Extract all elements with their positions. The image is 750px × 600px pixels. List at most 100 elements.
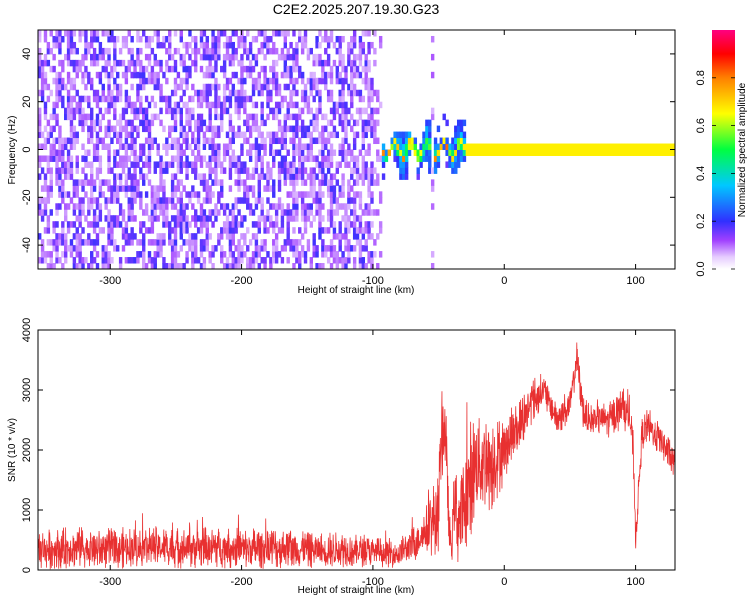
heatmap-cell [43,107,48,115]
heatmap-cell [185,113,189,121]
heatmap-cell [40,239,45,246]
heatmap-cell [248,47,253,55]
heatmap-cell [318,263,322,269]
heatmap-cell [257,47,261,55]
heatmap-cell [95,233,100,240]
heatmap-cell [214,107,218,115]
heatmap-cell [231,221,235,228]
heatmap-cell [454,155,458,162]
heatmap-cell [555,143,559,150]
heatmap-cell [292,239,296,246]
heatmap-cell [272,65,276,73]
heatmap-cell [208,53,212,61]
heatmap-cell [205,239,209,246]
heatmap-cell [217,209,221,216]
heatmap-cell [40,83,45,91]
heatmap-cell [350,41,354,49]
heatmap-cell [315,77,319,85]
heatmap-cell [101,30,105,37]
heatmap-cell [228,125,233,133]
heatmap-cell [237,179,241,186]
heatmap-cell [101,137,105,145]
heatmap-cell [462,149,467,156]
heatmap-cell [321,35,325,43]
heatmap-cell [647,149,652,156]
heatmap-cell [231,209,235,216]
heatmap-cell [87,113,91,121]
heatmap-cell [269,35,273,43]
y-tick-label: 0 [21,146,33,152]
heatmap-cell [312,119,316,127]
heatmap-cell [370,257,374,264]
heatmap-cell [81,155,85,162]
heatmap-cell [465,149,470,156]
heatmap-cell [139,227,143,234]
heatmap-cell [367,47,371,55]
heatmap-cell [289,137,293,145]
heatmap-cell [191,203,195,210]
heatmap-cell [436,161,441,168]
heatmap-cell [214,155,218,162]
heatmap-cell [162,185,166,192]
heatmap-cell [182,125,186,133]
heatmap-cell [390,143,394,150]
heatmap-cell [295,41,299,49]
heatmap-cell [202,215,207,222]
heatmap-cell [344,209,348,216]
heatmap-cell [118,221,123,228]
heatmap-cell [292,137,296,145]
heatmap-cell [532,149,536,156]
heatmap-cell [329,77,334,85]
heatmap-cell [78,113,82,121]
heatmap-cell [208,89,212,97]
heatmap-cell [95,173,100,180]
heatmap-cell [168,47,172,55]
heatmap-cell [237,107,241,115]
heatmap-cell [92,209,97,216]
heatmap-cell [396,161,400,168]
heatmap-cell [75,185,79,192]
heatmap-cell [396,155,400,162]
heatmap-cell [139,47,143,55]
heatmap-cell [150,191,155,198]
heatmap-cell [352,131,357,139]
heatmap-cell [520,149,524,156]
heatmap-cell [248,239,253,246]
heatmap-cell [266,131,270,139]
heatmap-cell [78,245,82,252]
heatmap-cell [159,83,163,91]
heatmap-cell [170,173,175,180]
heatmap-cell [237,251,241,258]
heatmap-cell [350,71,354,79]
heatmap-cell [358,191,363,198]
heatmap-cell [289,125,293,133]
heatmap-cell [358,107,363,115]
heatmap-cell [222,107,227,115]
heatmap-cell [162,143,166,150]
heatmap-cell [124,191,129,198]
heatmap-cell [329,185,334,192]
heatmap-cell [248,257,253,264]
heatmap-cell [72,245,77,252]
heatmap-cell [309,89,313,97]
heatmap-cell [295,191,299,198]
heatmap-cell [425,143,429,150]
heatmap-cell [118,185,123,192]
heatmap-cell [95,221,100,228]
heatmap-cell [413,137,418,145]
heatmap-cell [225,203,230,210]
heatmap-cell [402,161,406,168]
heatmap-cell [381,149,386,156]
heatmap-cell [61,233,65,240]
heatmap-cell [537,149,542,156]
heatmap-cell [90,257,94,264]
heatmap-cell [208,137,212,145]
heatmap-cell [370,131,374,139]
heatmap-cell [300,119,305,127]
heatmap-cell [81,95,85,103]
heatmap-cell [153,209,157,216]
heatmap-cell [549,149,553,156]
heatmap-cell [188,245,192,252]
heatmap-cell [55,173,59,180]
heatmap-cell [367,89,371,97]
